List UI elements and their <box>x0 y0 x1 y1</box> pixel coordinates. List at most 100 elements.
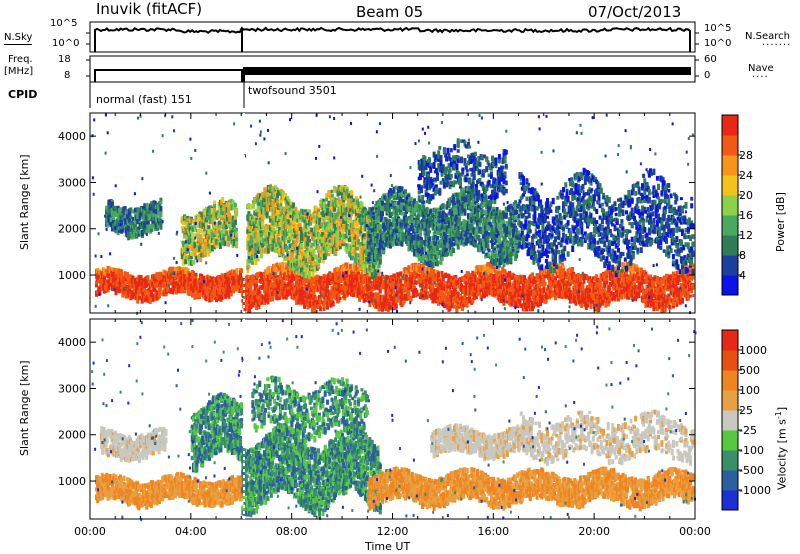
heatmap-cell <box>447 273 451 280</box>
heatmap-cell <box>123 271 127 276</box>
heatmap-cell <box>580 303 584 308</box>
heatmap-cell <box>473 285 477 291</box>
heatmap-cell <box>613 294 617 300</box>
heatmap-cell <box>202 231 206 237</box>
heatmap-cell <box>151 278 154 282</box>
heatmap-cell <box>117 273 121 281</box>
heatmap-cell <box>191 272 194 280</box>
heatmap-cell <box>314 296 318 301</box>
heatmap-cell <box>255 282 258 288</box>
heatmap-cell <box>479 294 483 300</box>
heatmap-cell <box>508 283 512 288</box>
heatmap-cell <box>689 294 692 298</box>
heatmap-cell <box>607 288 611 293</box>
heatmap-cell <box>405 268 408 275</box>
heatmap-cell <box>232 243 236 247</box>
heatmap-cell <box>211 216 215 221</box>
heatmap-cell <box>132 231 136 236</box>
heatmap-cell <box>501 267 505 274</box>
heatmap-cell <box>608 276 612 281</box>
heatmap-cell <box>369 291 373 296</box>
heatmap-cell <box>340 289 344 295</box>
heatmap-cell <box>486 285 490 292</box>
heatmap-cell <box>620 294 624 300</box>
heatmap-cell <box>256 272 260 279</box>
heatmap-cell <box>403 271 407 277</box>
heatmap-cell <box>397 272 400 277</box>
heatmap-cell <box>148 297 152 304</box>
heatmap-cell <box>529 278 533 283</box>
heatmap-cell <box>121 290 125 298</box>
heatmap-cell <box>193 250 197 256</box>
heatmap-cell <box>453 298 457 302</box>
heatmap-cell <box>338 270 342 275</box>
heatmap-cell <box>202 214 206 220</box>
heatmap-cell <box>628 290 632 295</box>
heatmap-cell <box>115 280 119 287</box>
heatmap-cell <box>401 295 405 301</box>
heatmap-cell <box>119 211 122 215</box>
heatmap-cell <box>217 226 221 233</box>
heatmap-cell <box>572 281 576 285</box>
heatmap-cell <box>196 240 200 244</box>
heatmap-cell <box>495 273 499 278</box>
heatmap-cell <box>313 305 317 313</box>
heatmap-cell <box>479 288 483 293</box>
heatmap-cell <box>653 275 657 282</box>
heatmap-cell <box>206 244 210 250</box>
heatmap-cell <box>398 293 402 297</box>
heatmap-cell <box>128 210 132 215</box>
heatmap-cell <box>481 267 485 274</box>
nsky-frame <box>89 21 696 53</box>
heatmap-cell <box>637 291 641 297</box>
heatmap-cell <box>197 289 201 295</box>
heatmap-cell <box>233 203 237 208</box>
heatmap-cell <box>581 283 585 289</box>
heatmap-cell <box>218 283 222 289</box>
heatmap-cell <box>543 273 547 279</box>
heatmap-cell <box>456 291 460 296</box>
heatmap-cell <box>159 206 163 210</box>
heatmap-cell <box>311 285 315 290</box>
heatmap-cell <box>192 238 196 245</box>
heatmap-cell <box>131 293 135 300</box>
heatmap-cell <box>280 284 284 291</box>
heatmap-cell <box>377 294 381 301</box>
heatmap-cell <box>180 226 184 230</box>
heatmap-cell <box>197 287 201 293</box>
heatmap-cell <box>129 207 133 211</box>
heatmap-cell <box>537 273 541 277</box>
heatmap-cell <box>594 285 597 292</box>
heatmap-cell <box>247 203 251 210</box>
heatmap-cell <box>204 288 208 294</box>
heatmap-cell <box>216 293 220 300</box>
heatmap-cell <box>179 276 183 284</box>
heatmap-cell <box>571 279 575 283</box>
heatmap-cell <box>389 292 392 298</box>
heatmap-cell <box>414 280 418 285</box>
heatmap-cell <box>534 279 538 284</box>
heatmap-cell <box>335 274 339 282</box>
heatmap-cell <box>200 218 204 222</box>
heatmap-cell <box>104 284 108 292</box>
heatmap-cell <box>180 267 184 271</box>
heatmap-cell <box>422 265 426 270</box>
heatmap-cell <box>264 297 268 303</box>
heatmap-cell <box>218 223 222 229</box>
heatmap-cell <box>318 294 321 302</box>
heatmap-cell <box>123 215 127 220</box>
heatmap-cell <box>210 245 214 252</box>
heatmap-cell <box>632 291 636 298</box>
heatmap-cell <box>159 211 163 218</box>
heatmap-cell <box>190 252 193 257</box>
heatmap-cell <box>374 292 378 297</box>
heatmap-cell <box>608 270 612 276</box>
heatmap-cell <box>192 219 196 224</box>
heatmap-cell <box>549 288 553 292</box>
heatmap-cell <box>249 284 253 290</box>
heatmap-cell <box>125 285 129 290</box>
heatmap-cell <box>681 297 684 304</box>
heatmap-cell <box>301 290 305 295</box>
heatmap-cell <box>193 248 197 252</box>
